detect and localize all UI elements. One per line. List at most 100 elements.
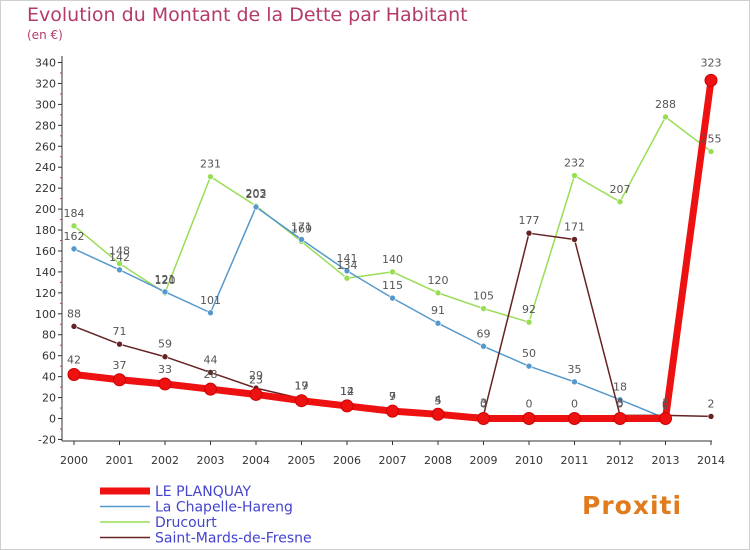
data-label: 171: [291, 220, 312, 233]
data-label: 142: [109, 251, 130, 264]
data-point-la-chapelle-hareng: [389, 294, 396, 302]
data-point-drucourt: [480, 305, 487, 312]
data-label: 14: [340, 385, 354, 398]
data-point-drucourt: [571, 172, 578, 179]
data-point-le-planquay: [659, 412, 672, 425]
data-label: 121: [155, 273, 176, 286]
data-point-le-planquay: [431, 407, 445, 421]
y-tick-label: 200: [35, 203, 56, 216]
data-label: 50: [522, 347, 536, 360]
data-label: 9: [389, 390, 396, 403]
legend-label-drucourt: Drucourt: [155, 515, 217, 531]
data-label: 92: [522, 303, 536, 316]
data-label: 88: [67, 307, 81, 320]
y-tick-label: 80: [42, 329, 56, 342]
chart-unit: (en €): [27, 28, 63, 42]
data-point-saint-mards-de-fresne: [525, 229, 533, 237]
x-tick-label: 2005: [288, 454, 316, 467]
data-label: 3: [480, 396, 487, 409]
data-point-le-planquay: [113, 373, 126, 387]
data-point-la-chapelle-hareng: [161, 288, 169, 296]
data-label: 171: [564, 220, 585, 233]
data-label: 71: [113, 325, 127, 338]
data-label: 0: [662, 398, 669, 411]
y-tick-label: 120: [35, 287, 56, 300]
data-label: 134: [337, 259, 358, 272]
data-point-le-planquay: [67, 368, 81, 382]
y-tick-label: 40: [42, 371, 56, 384]
data-point-la-chapelle-hareng: [252, 203, 260, 211]
y-tick-label: 180: [35, 224, 56, 237]
proxiti-logo: Proxiti: [582, 491, 683, 520]
data-label: 162: [64, 230, 85, 243]
data-label: 207: [610, 183, 631, 196]
chart-title: Evolution du Montant de la Dette par Hab…: [27, 4, 468, 26]
data-point-la-chapelle-hareng: [571, 378, 578, 386]
series-line-la-chapelle-hareng: [73, 206, 666, 420]
data-point-drucourt: [662, 113, 669, 121]
data-label: 33: [158, 363, 172, 376]
data-point-saint-mards-de-fresne: [70, 323, 78, 330]
data-label: 148: [109, 245, 130, 258]
y-tick-label: 260: [35, 140, 56, 153]
data-point-drucourt: [207, 173, 214, 180]
data-point-drucourt: [343, 274, 351, 282]
data-label: 0: [617, 398, 624, 411]
y-tick-label: 340: [35, 57, 56, 70]
data-point-saint-mards-de-fresne: [707, 413, 715, 420]
data-label: 7: [389, 390, 396, 403]
data-point-saint-mards-de-fresne: [207, 369, 214, 376]
data-point-la-chapelle-hareng: [70, 245, 78, 253]
data-label: 69: [477, 327, 491, 340]
data-label: 288: [655, 98, 676, 111]
data-point-le-planquay: [386, 404, 399, 418]
data-label: 141: [337, 252, 358, 265]
x-tick-label: 2006: [333, 454, 361, 467]
data-point-drucourt: [70, 222, 78, 230]
data-label: 232: [564, 157, 585, 170]
x-tick-label: 2012: [606, 454, 634, 467]
data-label: 184: [64, 207, 85, 220]
data-point-la-chapelle-hareng: [207, 309, 214, 317]
data-label: 18: [613, 381, 627, 394]
data-point-la-chapelle-hareng: [116, 266, 123, 274]
data-point-saint-mards-de-fresne: [116, 340, 123, 348]
x-tick-label: 2002: [151, 454, 179, 467]
data-label: 323: [701, 56, 722, 69]
data-label: 0: [526, 398, 533, 411]
y-tick-label: -20: [38, 433, 56, 446]
data-label: 101: [200, 294, 221, 307]
y-tick-label: 300: [35, 98, 56, 111]
data-label: 2: [708, 397, 715, 410]
x-tick-label: 2009: [470, 454, 498, 467]
data-label: 169: [291, 223, 312, 236]
y-tick-label: 280: [35, 119, 56, 132]
data-point-le-planquay: [522, 412, 536, 425]
data-point-drucourt: [389, 268, 396, 276]
data-label: 203: [246, 187, 267, 200]
data-point-le-planquay: [704, 73, 718, 87]
data-label: 91: [431, 304, 445, 317]
data-point-le-planquay: [158, 377, 172, 391]
data-label: 231: [200, 158, 221, 171]
data-label: 28: [204, 368, 218, 381]
data-label: 44: [204, 353, 218, 366]
y-tick-label: 60: [42, 350, 56, 363]
data-label: 105: [473, 290, 494, 303]
data-point-drucourt: [616, 198, 624, 206]
y-tick-label: 320: [35, 77, 56, 90]
data-label: 29: [249, 369, 263, 382]
data-point-le-planquay: [613, 412, 627, 425]
x-tick-label: 2008: [424, 454, 452, 467]
data-label: 3: [662, 396, 669, 409]
data-point-la-chapelle-hareng: [343, 267, 351, 275]
y-tick-label: 20: [42, 392, 56, 405]
data-label: 59: [158, 338, 172, 351]
x-tick-label: 2001: [106, 454, 134, 467]
legend-label-la-chapelle-hareng: La Chapelle-Hareng: [155, 500, 293, 516]
data-point-drucourt: [525, 318, 533, 326]
legend-label-saint-mards-de-fresne: Saint-Mards-de-Fresne: [155, 531, 312, 547]
x-tick-label: 2007: [379, 454, 407, 467]
data-point-saint-mards-de-fresne: [571, 236, 578, 243]
